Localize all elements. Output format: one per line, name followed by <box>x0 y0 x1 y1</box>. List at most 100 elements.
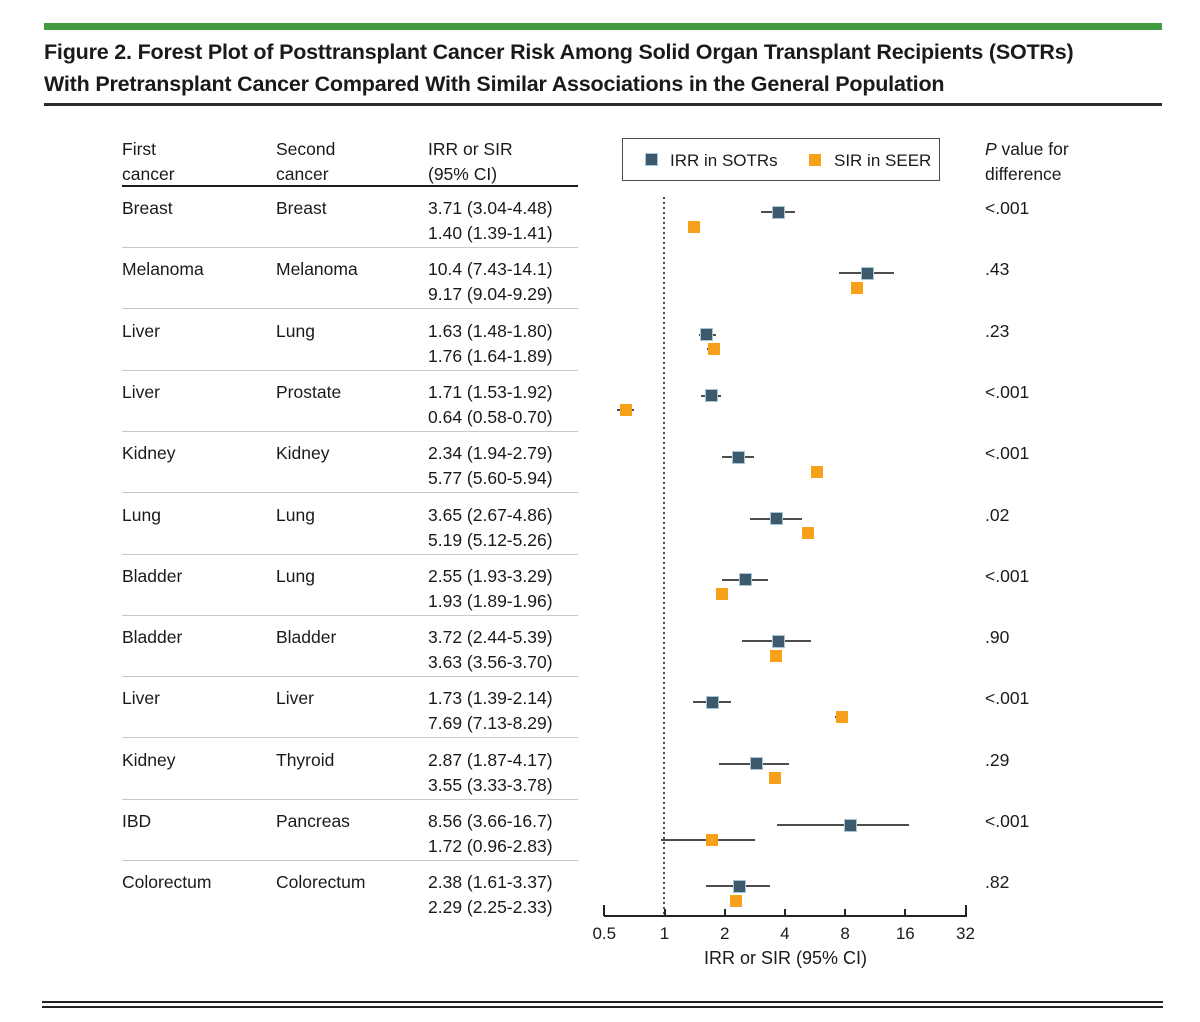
p-value-cell: .82 <box>985 872 1010 893</box>
estimate-cell-seer: 1.40 (1.39-1.41) <box>428 223 553 243</box>
seer-marker <box>619 404 632 417</box>
estimate-cell-seer: 1.93 (1.89-1.96) <box>428 590 553 611</box>
column-header-pvalue: P value for difference <box>985 137 1069 187</box>
column-header-estimate: IRR or SIR (95% CI) <box>428 139 513 184</box>
axis-tick-label: 16 <box>895 924 915 943</box>
estimate-cell-seer: 1.76 (1.64-1.89) <box>428 345 553 366</box>
first-cancer-cell: Melanoma <box>122 259 204 280</box>
second-cancer-cell: Kidney <box>276 443 330 464</box>
seer-marker <box>768 772 781 785</box>
second-cancer-cell: Thyroid <box>276 749 335 770</box>
seer-marker <box>687 220 700 233</box>
first-cancer-cell: Breast <box>122 198 173 218</box>
p-value-cell: .90 <box>985 627 1010 648</box>
row-separator <box>122 737 578 739</box>
estimate-cell-sotr: 1.63 (1.48-1.80) <box>428 320 553 341</box>
legend <box>622 138 940 181</box>
row-separator <box>122 553 578 555</box>
first-cancer-cell: Liver <box>122 320 160 341</box>
estimate-cell-sotr: 3.65 (2.67-4.86) <box>428 504 553 525</box>
bottom-rule <box>42 1001 1163 1008</box>
second-cancer-cell: Melanoma <box>276 259 358 280</box>
accent-bar <box>44 23 1162 30</box>
row-separator <box>122 798 578 800</box>
p-value-cell: <.001 <box>985 688 1030 709</box>
first-cancer-cell: Liver <box>122 688 160 709</box>
sotr-marker <box>844 818 858 832</box>
estimate-cell-sotr: 2.55 (1.93-3.29) <box>428 565 553 586</box>
sotr-marker <box>700 328 714 342</box>
first-cancer-cell: Kidney <box>122 749 176 770</box>
first-cancer-cell: Kidney <box>122 443 176 464</box>
p-value-cell: <.001 <box>985 443 1030 464</box>
estimate-cell-sotr: 3.72 (2.44-5.39) <box>428 627 553 648</box>
column-header-second-cancer: Second cancer <box>276 139 336 184</box>
sotr-ci-line <box>777 824 909 826</box>
estimate-cell-sotr: 8.56 (3.66-16.7) <box>428 811 553 831</box>
p-value-cell: .43 <box>985 259 1010 280</box>
first-cancer-cell: Liver <box>122 381 160 402</box>
pvalue-header-line2: difference <box>985 164 1062 184</box>
legend-sotr-swatch <box>645 153 658 166</box>
axis-tick-label: 0.5 <box>592 924 617 943</box>
axis-tick-label: 4 <box>780 924 790 943</box>
seer-marker <box>850 281 863 294</box>
seer-marker <box>715 588 728 601</box>
seer-marker <box>801 527 814 539</box>
second-cancer-cell: Lung <box>276 504 315 525</box>
axis-tick <box>783 909 786 916</box>
row-separator <box>122 676 578 678</box>
axis-tick <box>964 905 967 916</box>
estimate-cell-seer: 9.17 (9.04-9.29) <box>428 284 553 305</box>
legend-seer-label: SIR in SEER <box>834 151 932 170</box>
second-cancer-cell: Bladder <box>276 627 337 648</box>
pvalue-header-rest: value for <box>996 139 1069 159</box>
x-axis-title: IRR or SIR (95% CI) <box>703 948 868 968</box>
pvalue-header-p: P <box>985 139 997 159</box>
axis-tick <box>723 909 726 916</box>
sotr-marker <box>731 450 745 464</box>
estimate-cell-seer: 5.19 (5.12-5.26) <box>428 529 553 550</box>
header-underline <box>122 185 578 187</box>
axis-tick <box>904 909 907 916</box>
second-cancer-cell: Lung <box>276 565 315 586</box>
estimate-cell-sotr: 2.34 (1.94-2.79) <box>428 443 553 464</box>
row-separator <box>122 308 578 310</box>
first-cancer-cell: Bladder <box>122 627 183 648</box>
seer-marker <box>770 649 783 662</box>
legend-seer-swatch <box>809 154 821 166</box>
figure-title: Figure 2. Forest Plot of Posttransplant … <box>44 36 1164 100</box>
second-cancer-cell: Breast <box>276 198 327 218</box>
row-separator <box>122 369 578 371</box>
seer-marker <box>707 343 720 356</box>
figure-title-line1: Figure 2. Forest Plot of Posttransplant … <box>44 40 1074 64</box>
p-value-cell: <.001 <box>985 565 1030 586</box>
sotr-marker <box>739 573 753 587</box>
row-separator <box>122 492 578 494</box>
seer-marker <box>810 465 823 478</box>
seer-marker <box>730 894 743 907</box>
row-separator <box>122 430 578 432</box>
estimate-cell-sotr: 1.73 (1.39-2.14) <box>428 688 553 709</box>
axis-tick-label: 32 <box>956 924 975 943</box>
sotr-marker <box>705 695 719 709</box>
axis-tick <box>663 909 666 916</box>
second-cancer-cell: Prostate <box>276 381 342 402</box>
sotr-marker <box>733 879 747 893</box>
second-cancer-cell: Liver <box>276 688 314 709</box>
first-cancer-cell: IBD <box>122 811 152 831</box>
title-rule <box>44 103 1162 106</box>
axis-tick <box>603 905 606 916</box>
estimate-cell-seer: 3.63 (3.56-3.70) <box>428 652 553 673</box>
estimate-cell-seer: 0.64 (0.58-0.70) <box>428 406 553 427</box>
row-separator <box>122 247 578 248</box>
estimate-cell-sotr: 3.71 (3.04-4.48) <box>428 198 553 218</box>
legend-sotr-label: IRR in SOTRs <box>670 151 778 170</box>
axis-tick-label: 2 <box>719 924 730 943</box>
second-cancer-cell: Lung <box>276 320 315 341</box>
second-cancer-cell: Pancreas <box>276 811 350 831</box>
x-axis-line <box>604 915 967 917</box>
axis-tick <box>844 909 847 916</box>
p-value-cell: <.001 <box>985 198 1030 218</box>
